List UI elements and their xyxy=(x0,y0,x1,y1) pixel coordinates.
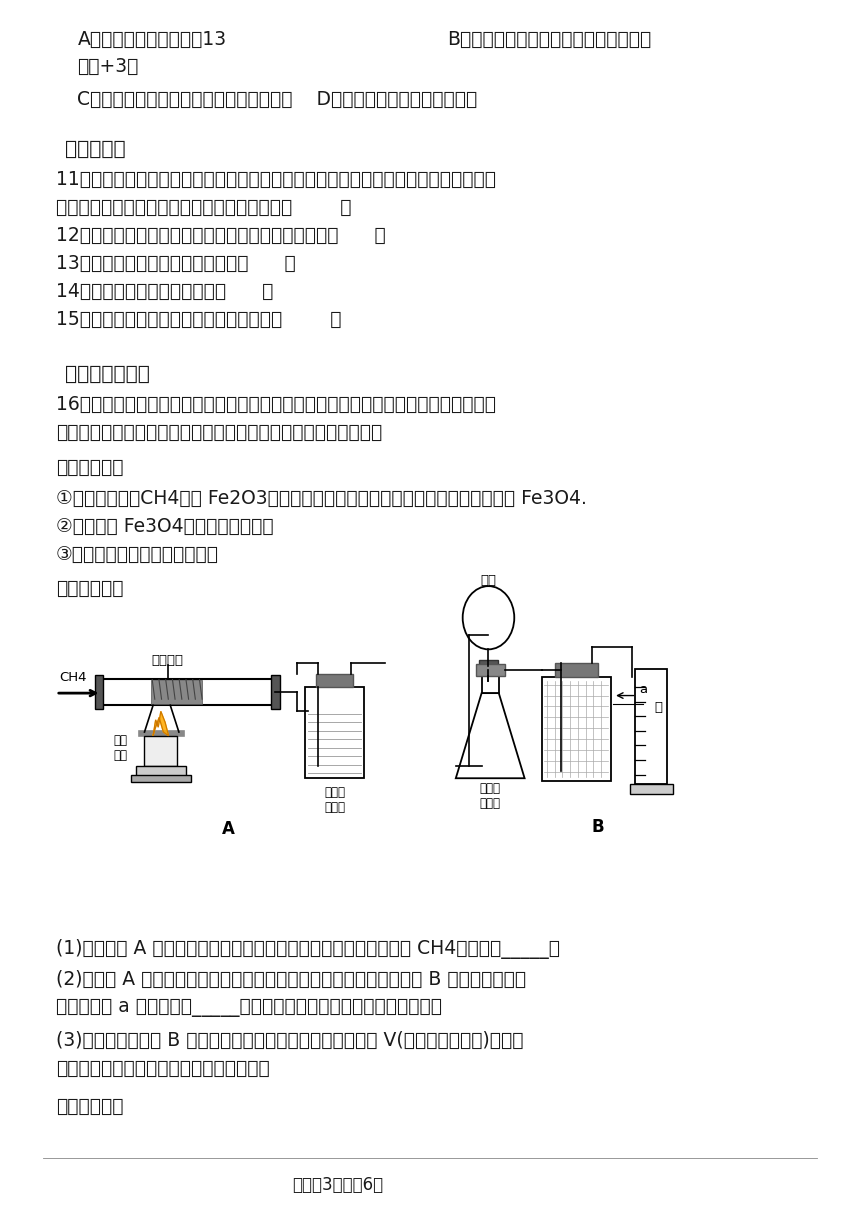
Text: a: a xyxy=(639,683,648,696)
Text: ①一定温度下，CH4可将 Fe2O3还原为单质铁，若温度控制不当，还可生成少量的 Fe3O4.: ①一定温度下，CH4可将 Fe2O3还原为单质铁，若温度控制不当，还可生成少量的… xyxy=(56,489,587,508)
Text: 15．青铜比铜的硬度更大，耐腐蚀性更强（        ）: 15．青铜比铜的硬度更大，耐腐蚀性更强（ ） xyxy=(56,310,341,330)
Text: 常显+3价: 常显+3价 xyxy=(77,57,138,77)
Text: 16．小明在登山的过程中发现山上的岩石是红色的，他根据所学知识猜测岩石中可能含: 16．小明在登山的过程中发现山上的岩石是红色的，他根据所学知识猜测岩石中可能含 xyxy=(56,395,496,415)
Polygon shape xyxy=(456,693,525,778)
Text: ②单质铁和 Fe3O4均能被磁铁吸引。: ②单质铁和 Fe3O4均能被磁铁吸引。 xyxy=(56,517,273,536)
Bar xyxy=(316,674,353,687)
Polygon shape xyxy=(458,732,523,778)
Text: CH4: CH4 xyxy=(59,671,87,683)
Text: A: A xyxy=(222,821,234,838)
Polygon shape xyxy=(153,711,169,736)
Text: 水: 水 xyxy=(654,702,662,714)
Text: B．铝原子易失去电子，在化合物中铝通: B．铝原子易失去电子，在化合物中铝通 xyxy=(447,30,652,50)
Bar xyxy=(476,664,505,676)
Text: 氢氧化
钠溶液: 氢氧化 钠溶液 xyxy=(324,786,345,815)
Bar xyxy=(479,660,498,670)
Text: B: B xyxy=(592,818,604,835)
Bar xyxy=(95,675,103,709)
Text: 岩石样品: 岩石样品 xyxy=(151,654,184,666)
Bar xyxy=(131,775,191,782)
Text: 14．青铜耐腐蚀，易铸造成形（      ）: 14．青铜耐腐蚀，易铸造成形（ ） xyxy=(56,282,273,302)
Text: 13．我们通常用的铁是一种铁合金（      ）: 13．我们通常用的铁是一种铁合金（ ） xyxy=(56,254,296,274)
Text: 二、判断题: 二、判断题 xyxy=(64,140,125,159)
Ellipse shape xyxy=(463,586,514,649)
Bar xyxy=(136,766,186,776)
Bar xyxy=(271,675,280,709)
Bar xyxy=(635,669,667,784)
Bar xyxy=(555,663,598,677)
Text: (2)小明将 A 装置中得到的固体经过水洗、过滤、干燥处理后，再通过 B 装置进行实验，: (2)小明将 A 装置中得到的固体经过水洗、过滤、干燥处理后，再通过 B 装置进… xyxy=(56,970,526,990)
Text: 12．目前世界上年产量最多、使用最广泛的金属是铁（      ）: 12．目前世界上年产量最多、使用最广泛的金属是铁（ ） xyxy=(56,226,385,246)
Bar xyxy=(542,677,611,781)
Text: 酒精
喷灯: 酒精 喷灯 xyxy=(114,733,127,762)
Bar xyxy=(150,680,202,704)
Text: 处理后
的固体: 处理后 的固体 xyxy=(480,782,501,811)
Text: 格、资源、是否美观、对环境的影响等因素。（        ）: 格、资源、是否美观、对环境的影响等因素。（ ） xyxy=(56,198,352,218)
Bar xyxy=(305,687,364,778)
Text: 有关计算求出了岩石中氧化铁的质量分数。: 有关计算求出了岩石中氧化铁的质量分数。 xyxy=(56,1059,270,1079)
Text: 三、科学探究题: 三、科学探究题 xyxy=(64,365,150,384)
Text: 盐酸: 盐酸 xyxy=(481,574,496,586)
Text: 有氧化铁，为了验证猜想并到测定其含量，小明进行了以下探究：: 有氧化铁，为了验证猜想并到测定其含量，小明进行了以下探究： xyxy=(56,423,382,443)
Text: 【实验探究】: 【实验探究】 xyxy=(56,579,123,598)
Text: 11．物质的性质在很大程度上决定了物质的用途，但在考虑物质的用途时还需要考虑价: 11．物质的性质在很大程度上决定了物质的用途，但在考虑物质的用途时还需要考虑价 xyxy=(56,170,496,190)
Text: 试卷第3页，共6页: 试卷第3页，共6页 xyxy=(292,1176,384,1194)
Bar xyxy=(630,784,673,794)
Bar xyxy=(144,736,177,766)
Bar xyxy=(482,676,499,693)
Text: C．铝可作导线是由于它具有良好的导电性    D．铝是地壳中含量最多的元素: C．铝可作导线是由于它具有良好的导电性 D．铝是地壳中含量最多的元素 xyxy=(77,90,477,109)
Text: A．铝原子钟的质子数为13: A．铝原子钟的质子数为13 xyxy=(77,30,226,50)
Bar xyxy=(139,731,184,736)
Text: ③铁和稀盐酸可以反应得到氢气: ③铁和稀盐酸可以反应得到氢气 xyxy=(56,545,219,564)
Text: (3)小明将反应后的 B 装置冷却到室温，根据量筒内水的体积 V(产生气体的体积)，通过: (3)小明将反应后的 B 装置冷却到室温，根据量筒内水的体积 V(产生气体的体积… xyxy=(56,1031,524,1051)
Text: 【查阅资料】: 【查阅资料】 xyxy=(56,458,123,478)
Bar xyxy=(99,679,275,705)
Text: (1)小明利用 A 装置进行实验。在点燃酒精喷灯之前先通入一段时间 CH4，目的是_____。: (1)小明利用 A 装置进行实验。在点燃酒精喷灯之前先通入一段时间 CH4，目的… xyxy=(56,939,560,958)
Text: 【评价反思】: 【评价反思】 xyxy=(56,1097,123,1116)
Text: 观察到仪器 a 中的现象为_____，从而得出了岩石中含有氧化铁的结论。: 观察到仪器 a 中的现象为_____，从而得出了岩石中含有氧化铁的结论。 xyxy=(56,998,442,1018)
